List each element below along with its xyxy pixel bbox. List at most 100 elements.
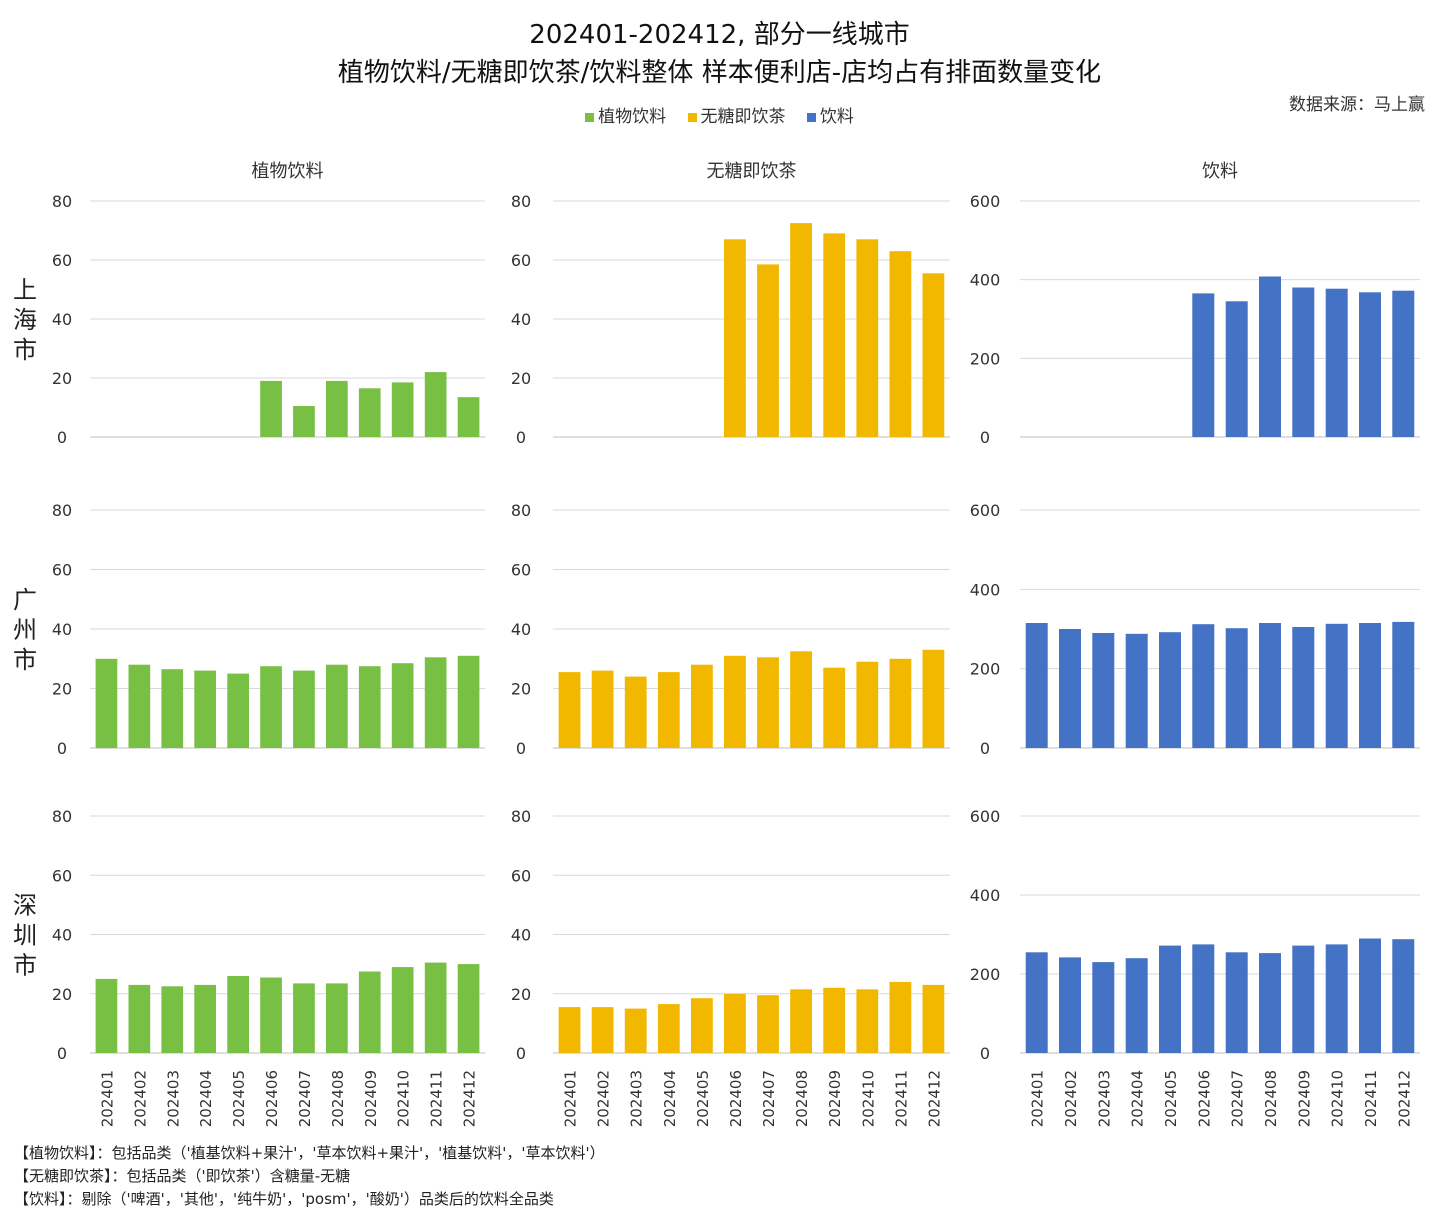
bar [724, 655, 746, 748]
y-tick-label: 60 [52, 866, 72, 885]
bar [1192, 293, 1215, 437]
y-tick-label: 0 [57, 739, 67, 758]
bar [1292, 287, 1315, 437]
x-tick-label: 202409 [1295, 1070, 1313, 1127]
y-tick-label: 40 [52, 310, 72, 329]
y-tick-label: 200 [970, 349, 1001, 368]
row-label: 市 [13, 952, 37, 980]
y-tick-label: 600 [970, 807, 1001, 826]
bar [1292, 627, 1315, 748]
bar [128, 984, 151, 1053]
bar [260, 977, 282, 1053]
bar [293, 670, 315, 748]
y-tick-label: 600 [970, 501, 1001, 520]
x-tick-label: 202411 [428, 1070, 446, 1127]
y-tick-label: 0 [980, 739, 990, 758]
y-tick-label: 0 [980, 428, 990, 447]
bar [95, 978, 118, 1053]
column-title: 无糖即饮茶 [707, 161, 797, 182]
x-tick-label: 202407 [1229, 1070, 1247, 1127]
small-multiples-chart: 植物饮料 无糖即饮茶 饮料上海市广州市深圳市02040608002040608002… [13, 161, 1420, 1127]
y-tick-label: 60 [511, 866, 531, 885]
bar [326, 983, 348, 1053]
y-tick-label: 60 [52, 561, 72, 580]
row-label: 上 [13, 276, 37, 304]
bar [1325, 944, 1348, 1053]
bar [1359, 292, 1381, 437]
bar [724, 239, 746, 437]
y-tick-label: 80 [511, 501, 531, 520]
bar [1359, 623, 1381, 748]
x-tick-label: 202412 [926, 1070, 944, 1127]
bar [856, 239, 879, 437]
y-tick-label: 400 [970, 271, 1001, 290]
bar [1225, 952, 1248, 1053]
footnote-sugarfree-tea: 【无糖即饮茶】：包括品类（'即饮茶'）含糖量-无糖 [14, 1167, 351, 1185]
legend-item-sugarfree-tea: 无糖即饮茶 [687, 102, 786, 127]
bar [1025, 952, 1048, 1053]
row-label: 广 [13, 586, 37, 614]
legend-swatch [806, 112, 816, 122]
legend-label: 无糖即饮茶 [700, 107, 786, 127]
bar [1259, 276, 1281, 437]
y-tick-label: 20 [511, 985, 531, 1004]
bar [558, 672, 581, 748]
bar [657, 672, 680, 748]
row-label: 市 [13, 646, 37, 674]
data-source: 数据来源：马上赢 [1289, 95, 1425, 115]
bar [1092, 962, 1115, 1053]
y-tick-label: 0 [980, 1044, 990, 1063]
bar [922, 984, 945, 1053]
bar [889, 981, 912, 1053]
x-tick-label: 202401 [1029, 1070, 1047, 1127]
x-tick-label: 202405 [1162, 1070, 1180, 1127]
y-tick-label: 0 [57, 1044, 67, 1063]
y-tick-label: 60 [511, 251, 531, 270]
bar [260, 380, 282, 437]
bar [227, 976, 249, 1053]
x-tick-label: 202403 [164, 1070, 182, 1127]
y-tick-label: 40 [511, 310, 531, 329]
y-tick-label: 80 [511, 807, 531, 826]
bar [424, 372, 447, 437]
bar [391, 663, 414, 748]
bar [757, 995, 779, 1053]
bar [391, 382, 414, 437]
bar [293, 983, 315, 1053]
y-tick-label: 400 [970, 886, 1001, 905]
legend-swatch [687, 112, 697, 122]
chart-title-line2: 植物饮料/无糖即饮茶/饮料整体 样本便利店-店均占有排面数量变化 [337, 58, 1102, 88]
bar [1392, 939, 1415, 1053]
y-tick-label: 0 [516, 739, 526, 758]
row-label: 圳 [13, 922, 37, 950]
y-tick-label: 600 [970, 192, 1001, 211]
bar [326, 380, 348, 437]
bar [624, 676, 647, 748]
y-tick-label: 20 [511, 680, 531, 699]
y-tick-label: 0 [516, 1044, 526, 1063]
y-tick-label: 60 [52, 251, 72, 270]
bar [790, 223, 812, 437]
y-tick-label: 60 [511, 561, 531, 580]
x-tick-label: 202402 [131, 1070, 149, 1127]
bar [1025, 623, 1048, 748]
x-tick-label: 202409 [826, 1070, 844, 1127]
bar [194, 984, 216, 1053]
bar [691, 998, 713, 1053]
bar [358, 971, 381, 1053]
chart-title-line1: 202401-202412, 部分一线城市 [529, 20, 910, 50]
x-tick-label: 202408 [1262, 1070, 1280, 1127]
y-tick-label: 20 [52, 369, 72, 388]
x-tick-label: 202409 [362, 1070, 380, 1127]
bar [424, 962, 447, 1053]
bar [922, 649, 945, 748]
bar [757, 264, 779, 437]
bar [591, 670, 614, 748]
x-tick-label: 202404 [661, 1070, 679, 1127]
bar [889, 251, 912, 437]
bar [194, 670, 216, 748]
x-tick-label: 202401 [99, 1070, 117, 1127]
x-tick-label: 202403 [1095, 1070, 1113, 1127]
bar [823, 667, 846, 748]
x-tick-label: 202411 [892, 1070, 910, 1127]
